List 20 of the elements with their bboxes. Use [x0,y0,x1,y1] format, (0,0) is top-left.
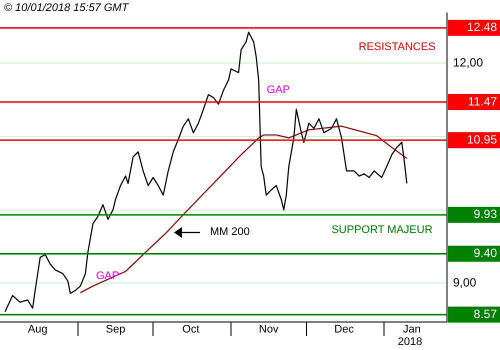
ref-line-label: 12.48 [466,20,498,34]
ref-line-label: 9.93 [474,207,498,222]
ref-line-label: 11.47 [468,94,498,108]
annotation: SUPPORT MAJEUR [331,224,433,236]
annotation: RESISTANCES [358,41,436,54]
y-tick-label: 12,00 [453,55,484,70]
x-tick-label: Nov [258,323,279,336]
x-tick-label: Sep [106,323,126,336]
annotation: © 10/01/2018 15:57 GMT [4,2,130,14]
ref-line-label: 10.95 [466,132,498,146]
x-tick-label: Jan [402,323,421,336]
ref-line-label: 8.57 [474,306,498,321]
annotation: GAP [266,84,290,96]
ref-line-label: 9.40 [474,246,498,260]
x-tick-label: Dec [334,323,354,336]
text: 2018 [398,336,422,348]
y-tick-label: 9,00 [453,275,477,290]
x-tick-label: Aug [28,323,48,336]
annotation: MM 200 [210,226,250,238]
x-tick-label: Oct [182,323,200,336]
